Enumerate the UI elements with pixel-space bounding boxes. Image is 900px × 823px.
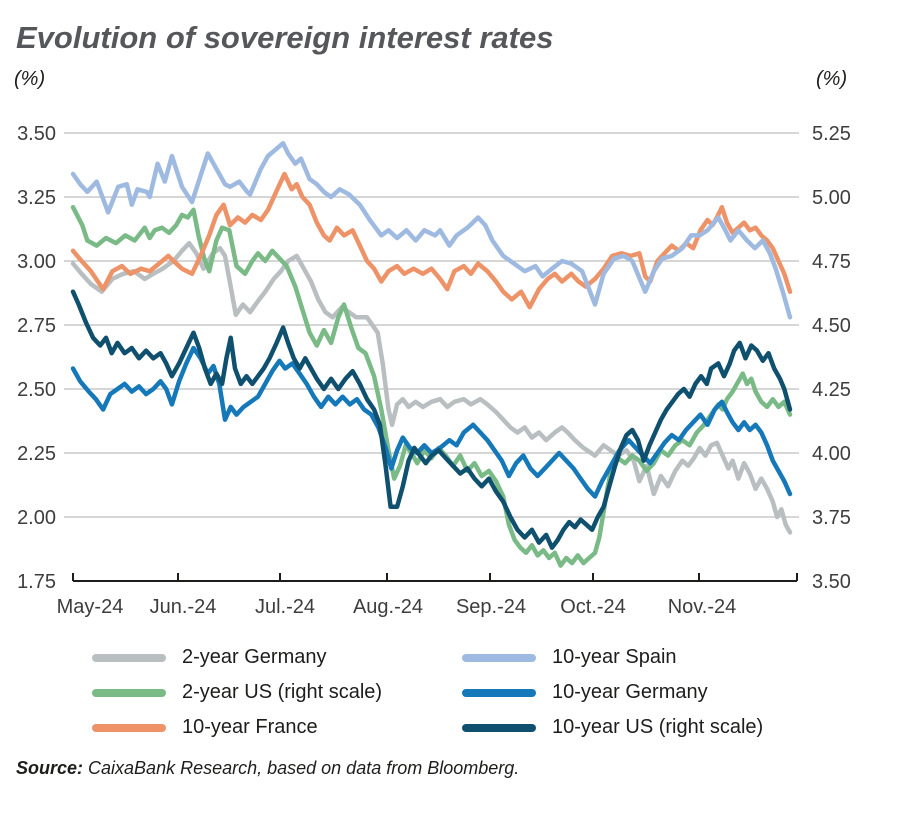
legend-column-2: 10-year Spain 10-year Germany 10-year US (… [462, 640, 763, 745]
series-line-10-year-france [70, 171, 793, 310]
x-axis-label: Oct.-24 [560, 596, 626, 618]
x-axis-label: Aug.-24 [353, 596, 423, 618]
right-axis-tick-label: 4.00 [812, 443, 851, 465]
source-note: Source: CaixaBank Research, based on dat… [16, 758, 519, 779]
right-axis-tick-label: 4.75 [812, 251, 851, 273]
series-line-10-year-us-right-scale- [70, 289, 793, 550]
legend-swatch-icon [462, 688, 536, 697]
right-axis-tick-label: 3.75 [812, 507, 851, 529]
x-axis-label: May-24 [57, 596, 124, 618]
legend-item: 2-year US (right scale) [92, 675, 382, 710]
legend-label: 10-year Germany [552, 681, 708, 703]
x-axis-label: Sep.-24 [456, 596, 526, 618]
legend-item: 2-year Germany [92, 640, 382, 675]
legend-label: 10-year Spain [552, 646, 677, 668]
legend-label: 2-year US (right scale) [182, 681, 383, 703]
legend-swatch-icon [92, 723, 166, 732]
left-axis-tick-label: 2.00 [17, 507, 56, 529]
right-axis-tick-label: 5.00 [812, 187, 851, 209]
legend-item: 10-year Germany [462, 675, 763, 710]
legend-item: 10-year US (right scale) [462, 710, 763, 745]
legend-label: 2-year Germany [182, 646, 327, 668]
series-line-10-year-spain [70, 140, 793, 320]
series-line-2-year-us-right-scale- [70, 204, 793, 568]
source-label: Source: [16, 758, 84, 778]
chart-title: Evolution of sovereign interest rates [16, 20, 554, 55]
legend-swatch-icon [462, 723, 536, 732]
legend-item: 10-year Spain [462, 640, 763, 675]
right-axis-tick-label: 5.25 [812, 123, 851, 145]
legend-swatch-icon [92, 688, 166, 697]
x-axis-label: Jul.-24 [255, 596, 315, 618]
source-text: CaixaBank Research, based on data from B… [83, 758, 520, 778]
right-axis-tick-label: 4.50 [812, 315, 851, 337]
left-axis-tick-label: 3.50 [17, 123, 56, 145]
legend-swatch-icon [92, 653, 166, 662]
left-axis-tick-label: 3.25 [17, 187, 56, 209]
left-axis-unit-label: (%) [14, 68, 46, 90]
left-axis-tick-label: 3.00 [17, 251, 56, 273]
legend-column-1: 2-year Germany 2-year US (right scale) 10-… [92, 640, 382, 745]
left-axis-tick-label: 2.75 [17, 315, 56, 337]
x-axis-label: Jun.-24 [150, 596, 217, 618]
legend-swatch-icon [462, 653, 536, 662]
series-line-10-year-germany [70, 345, 793, 499]
legend-label: 10-year US (right scale) [552, 716, 764, 738]
series-line-2-year-germany [70, 240, 793, 535]
x-axis-label: Nov.-24 [668, 596, 737, 618]
legend-label: 10-year France [182, 716, 318, 738]
left-axis-tick-label: 2.50 [17, 379, 56, 401]
left-axis-tick-label: 1.75 [17, 571, 56, 593]
chart-legend: 2-year Germany 2-year US (right scale) 10-… [0, 640, 900, 750]
right-axis-unit-label: (%) [816, 68, 848, 90]
left-axis-tick-label: 2.25 [17, 443, 56, 465]
legend-item: 10-year France [92, 710, 382, 745]
right-axis-tick-label: 4.25 [812, 379, 851, 401]
right-axis-tick-label: 3.50 [812, 571, 851, 593]
